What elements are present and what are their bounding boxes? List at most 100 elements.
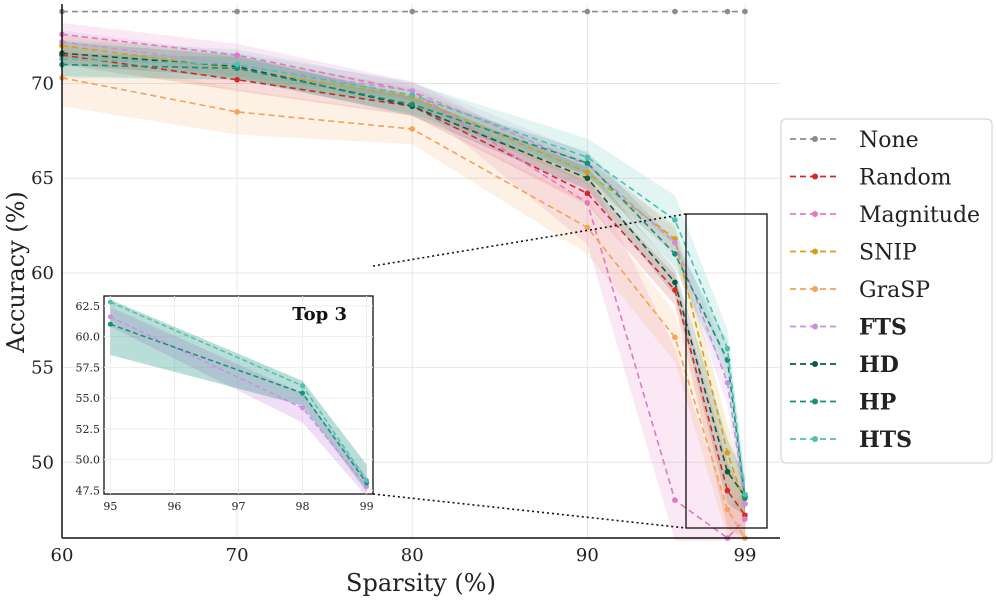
point-random-70 — [234, 76, 240, 83]
legend: None Random Magnitude SNIP GraSP FTS HD HP HTS — [780, 118, 993, 464]
legend-label-hts: HTS — [859, 427, 912, 453]
inset-point-hts-98 — [300, 383, 306, 389]
inset-y-tick-47.5: 47.5 — [76, 484, 101, 497]
y-tick-label-65: 65 — [31, 168, 54, 189]
legend-marker-snip — [812, 248, 818, 255]
legend-label-random: Random — [859, 166, 952, 191]
point-random-95 — [672, 287, 678, 293]
x-tick-label-90: 90 — [576, 545, 599, 566]
series-lines — [59, 8, 748, 541]
legend-marker-none — [812, 136, 818, 142]
point-none-98 — [724, 8, 731, 15]
point-hts-98 — [724, 345, 731, 352]
x-tick-label-99: 99 — [734, 545, 757, 566]
legend-label-hd: HD — [859, 352, 899, 378]
legend-label-snip: SNIP — [859, 241, 917, 266]
inset-point-fts-99 — [364, 484, 370, 490]
inset-y-tick-57.5: 57.5 — [76, 361, 101, 374]
legend-marker-magnitude — [812, 211, 818, 217]
legend-marker-hd — [812, 361, 818, 367]
inset-point-hts-99 — [364, 477, 370, 483]
point-hd-95 — [672, 279, 678, 286]
x-axis-label: Sparsity (%) — [346, 569, 496, 597]
point-magnitude-95 — [672, 497, 678, 503]
point-hts-99 — [742, 491, 748, 498]
point-grasp-90 — [584, 224, 591, 231]
legend-marker-hts — [812, 436, 818, 442]
inset-point-hp-98 — [300, 390, 306, 396]
legend-marker-fts — [812, 323, 818, 330]
legend-label-fts: FTS — [859, 315, 907, 341]
band-magnitude — [62, 22, 745, 542]
y-tick-label-55: 55 — [31, 358, 54, 379]
legend-label-hp: HP — [859, 390, 896, 416]
point-snip-98 — [724, 449, 731, 456]
zoom-box — [685, 213, 768, 529]
y-axis-label: Accuracy (%) — [2, 191, 30, 354]
inset-x-tick-97: 97 — [232, 500, 246, 513]
inset-y-tick-55.0: 55.0 — [76, 392, 101, 405]
x-tick-label-70: 70 — [226, 545, 249, 566]
x-tick-label-80: 80 — [401, 545, 424, 566]
point-magnitude-90 — [584, 200, 591, 206]
inset-y-tick-50.0: 50.0 — [76, 454, 101, 467]
point-magnitude-70 — [234, 52, 240, 58]
inset-y-tick-52.5: 52.5 — [76, 423, 101, 436]
point-hp-95 — [672, 251, 678, 257]
legend-box — [780, 118, 993, 464]
point-grasp-95 — [672, 334, 678, 341]
y-tick-label-70: 70 — [31, 74, 54, 95]
inset-x-tick-98: 98 — [296, 500, 310, 513]
inset-top3: 95 96 97 98 99 47.5 50.0 52.5 55.0 57.5 60.0 62.5 To… — [76, 295, 374, 513]
point-fts-99 — [742, 501, 748, 507]
point-magnitude-99 — [742, 516, 748, 522]
point-hts-70 — [234, 61, 240, 68]
inset-title: Top 3 — [292, 304, 347, 325]
point-fts-95 — [672, 239, 678, 246]
legend-marker-grasp — [812, 286, 818, 292]
band-grasp — [62, 49, 745, 541]
inset-x-tick-99: 99 — [360, 500, 374, 513]
inset-point-fts-98 — [300, 405, 306, 411]
inset-x-tick-96: 96 — [167, 500, 181, 513]
point-grasp-98 — [724, 506, 731, 513]
point-hp-80 — [409, 101, 416, 108]
point-hts-90 — [584, 154, 591, 161]
inset-point-hts-95 — [107, 299, 113, 305]
point-none-90 — [584, 8, 591, 15]
y-tick-label-60: 60 — [31, 263, 54, 284]
legend-marker-hp — [812, 398, 818, 405]
legend-label-magnitude: Magnitude — [859, 203, 980, 228]
inset-band-fts — [110, 307, 367, 497]
point-snip-90 — [584, 169, 591, 176]
point-hp-98 — [724, 357, 731, 363]
zoom-connector-bottom — [372, 493, 687, 529]
inset-y-tick-60.0: 60.0 — [76, 331, 101, 344]
point-hts-95 — [672, 217, 678, 223]
x-tick-label-60: 60 — [51, 545, 74, 566]
point-grasp-80 — [409, 126, 416, 132]
band-hp — [62, 53, 745, 514]
legend-label-grasp: GraSP — [859, 278, 930, 303]
band-snip — [62, 34, 745, 523]
point-none-80 — [409, 8, 416, 15]
inset-x-tick-95: 95 — [103, 500, 117, 513]
point-hd-90 — [584, 175, 591, 182]
point-hd-98 — [724, 468, 731, 475]
point-random-90 — [584, 190, 591, 197]
point-none-70 — [234, 8, 240, 15]
point-hts-80 — [409, 92, 416, 98]
point-none-95 — [672, 8, 678, 15]
inset-y-tick-62.5: 62.5 — [76, 300, 101, 313]
inset-point-fts-95 — [107, 314, 113, 320]
legend-label-none: None — [859, 128, 919, 153]
zoom-indicator — [372, 213, 768, 529]
inset-point-hp-95 — [107, 321, 113, 327]
y-tick-label-50: 50 — [31, 452, 54, 473]
axes: 60 70 80 90 99 50 55 60 65 70 — [31, 4, 780, 566]
point-hp-90 — [584, 160, 591, 166]
legend-marker-random — [812, 173, 818, 180]
point-fts-98 — [724, 379, 731, 386]
point-grasp-70 — [234, 109, 240, 115]
